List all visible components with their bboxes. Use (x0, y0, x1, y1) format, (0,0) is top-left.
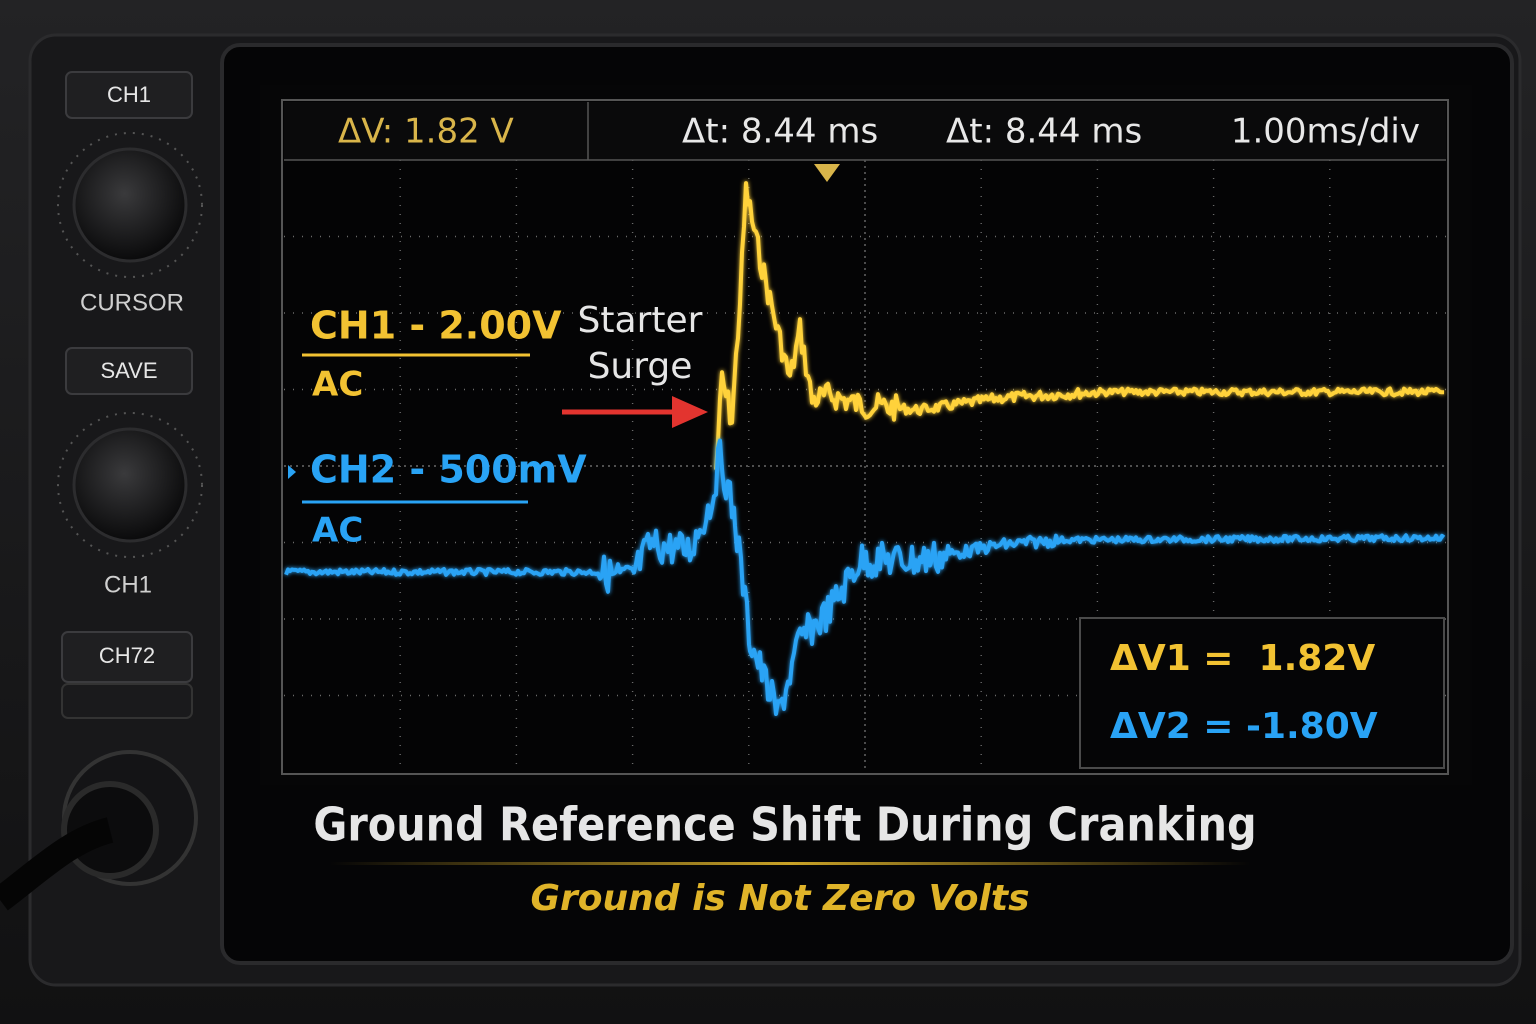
measurement: ΔV2 = -1.80V (1110, 706, 1378, 747)
ch2-marker (288, 465, 296, 479)
title-rule (330, 862, 1250, 865)
measurement-box (1079, 617, 1445, 769)
title: Ground Reference Shift During Cranking (313, 798, 1256, 852)
cursor-knob[interactable] (72, 147, 188, 263)
button[interactable] (65, 347, 193, 395)
ch2-trace (284, 438, 1446, 716)
readout: 1.00ms/div (1231, 112, 1420, 152)
trigger-marker (814, 164, 840, 182)
button[interactable] (61, 683, 193, 719)
annotation: Starter (578, 300, 703, 341)
knob-scale (57, 412, 203, 558)
ch1-label: CH1 - 2.00V (310, 304, 562, 348)
ch2-label: CH2 - 500mV (310, 448, 587, 492)
knob-label: CH1 (104, 571, 152, 598)
subtitle: Ground is Not Zero Volts (531, 878, 1030, 919)
ch1-knob[interactable] (72, 427, 188, 543)
button-label[interactable]: CH72 (99, 643, 155, 668)
annotation: Surge (588, 346, 693, 387)
readout: Δt: 8.44 ms (946, 112, 1142, 152)
button-label[interactable]: CH1 (107, 82, 151, 107)
button-label[interactable]: SAVE (100, 358, 157, 383)
ch1-coupling: AC (312, 365, 363, 405)
knob-scale (57, 132, 203, 278)
grid (284, 160, 1446, 772)
button[interactable] (61, 631, 193, 683)
button[interactable] (65, 71, 193, 119)
readout: ΔV: 1.82 V (338, 112, 514, 152)
readout-bar (284, 102, 1446, 160)
probe-cable (0, 817, 114, 911)
measurement: ΔV1 = 1.82V (1110, 638, 1375, 679)
readout: Δt: 8.44 ms (682, 112, 878, 152)
ch1-trace (714, 181, 1444, 470)
annotation-arrowhead (672, 396, 708, 428)
knob-label: CURSOR (80, 289, 184, 316)
ch2-coupling: AC (312, 511, 363, 551)
